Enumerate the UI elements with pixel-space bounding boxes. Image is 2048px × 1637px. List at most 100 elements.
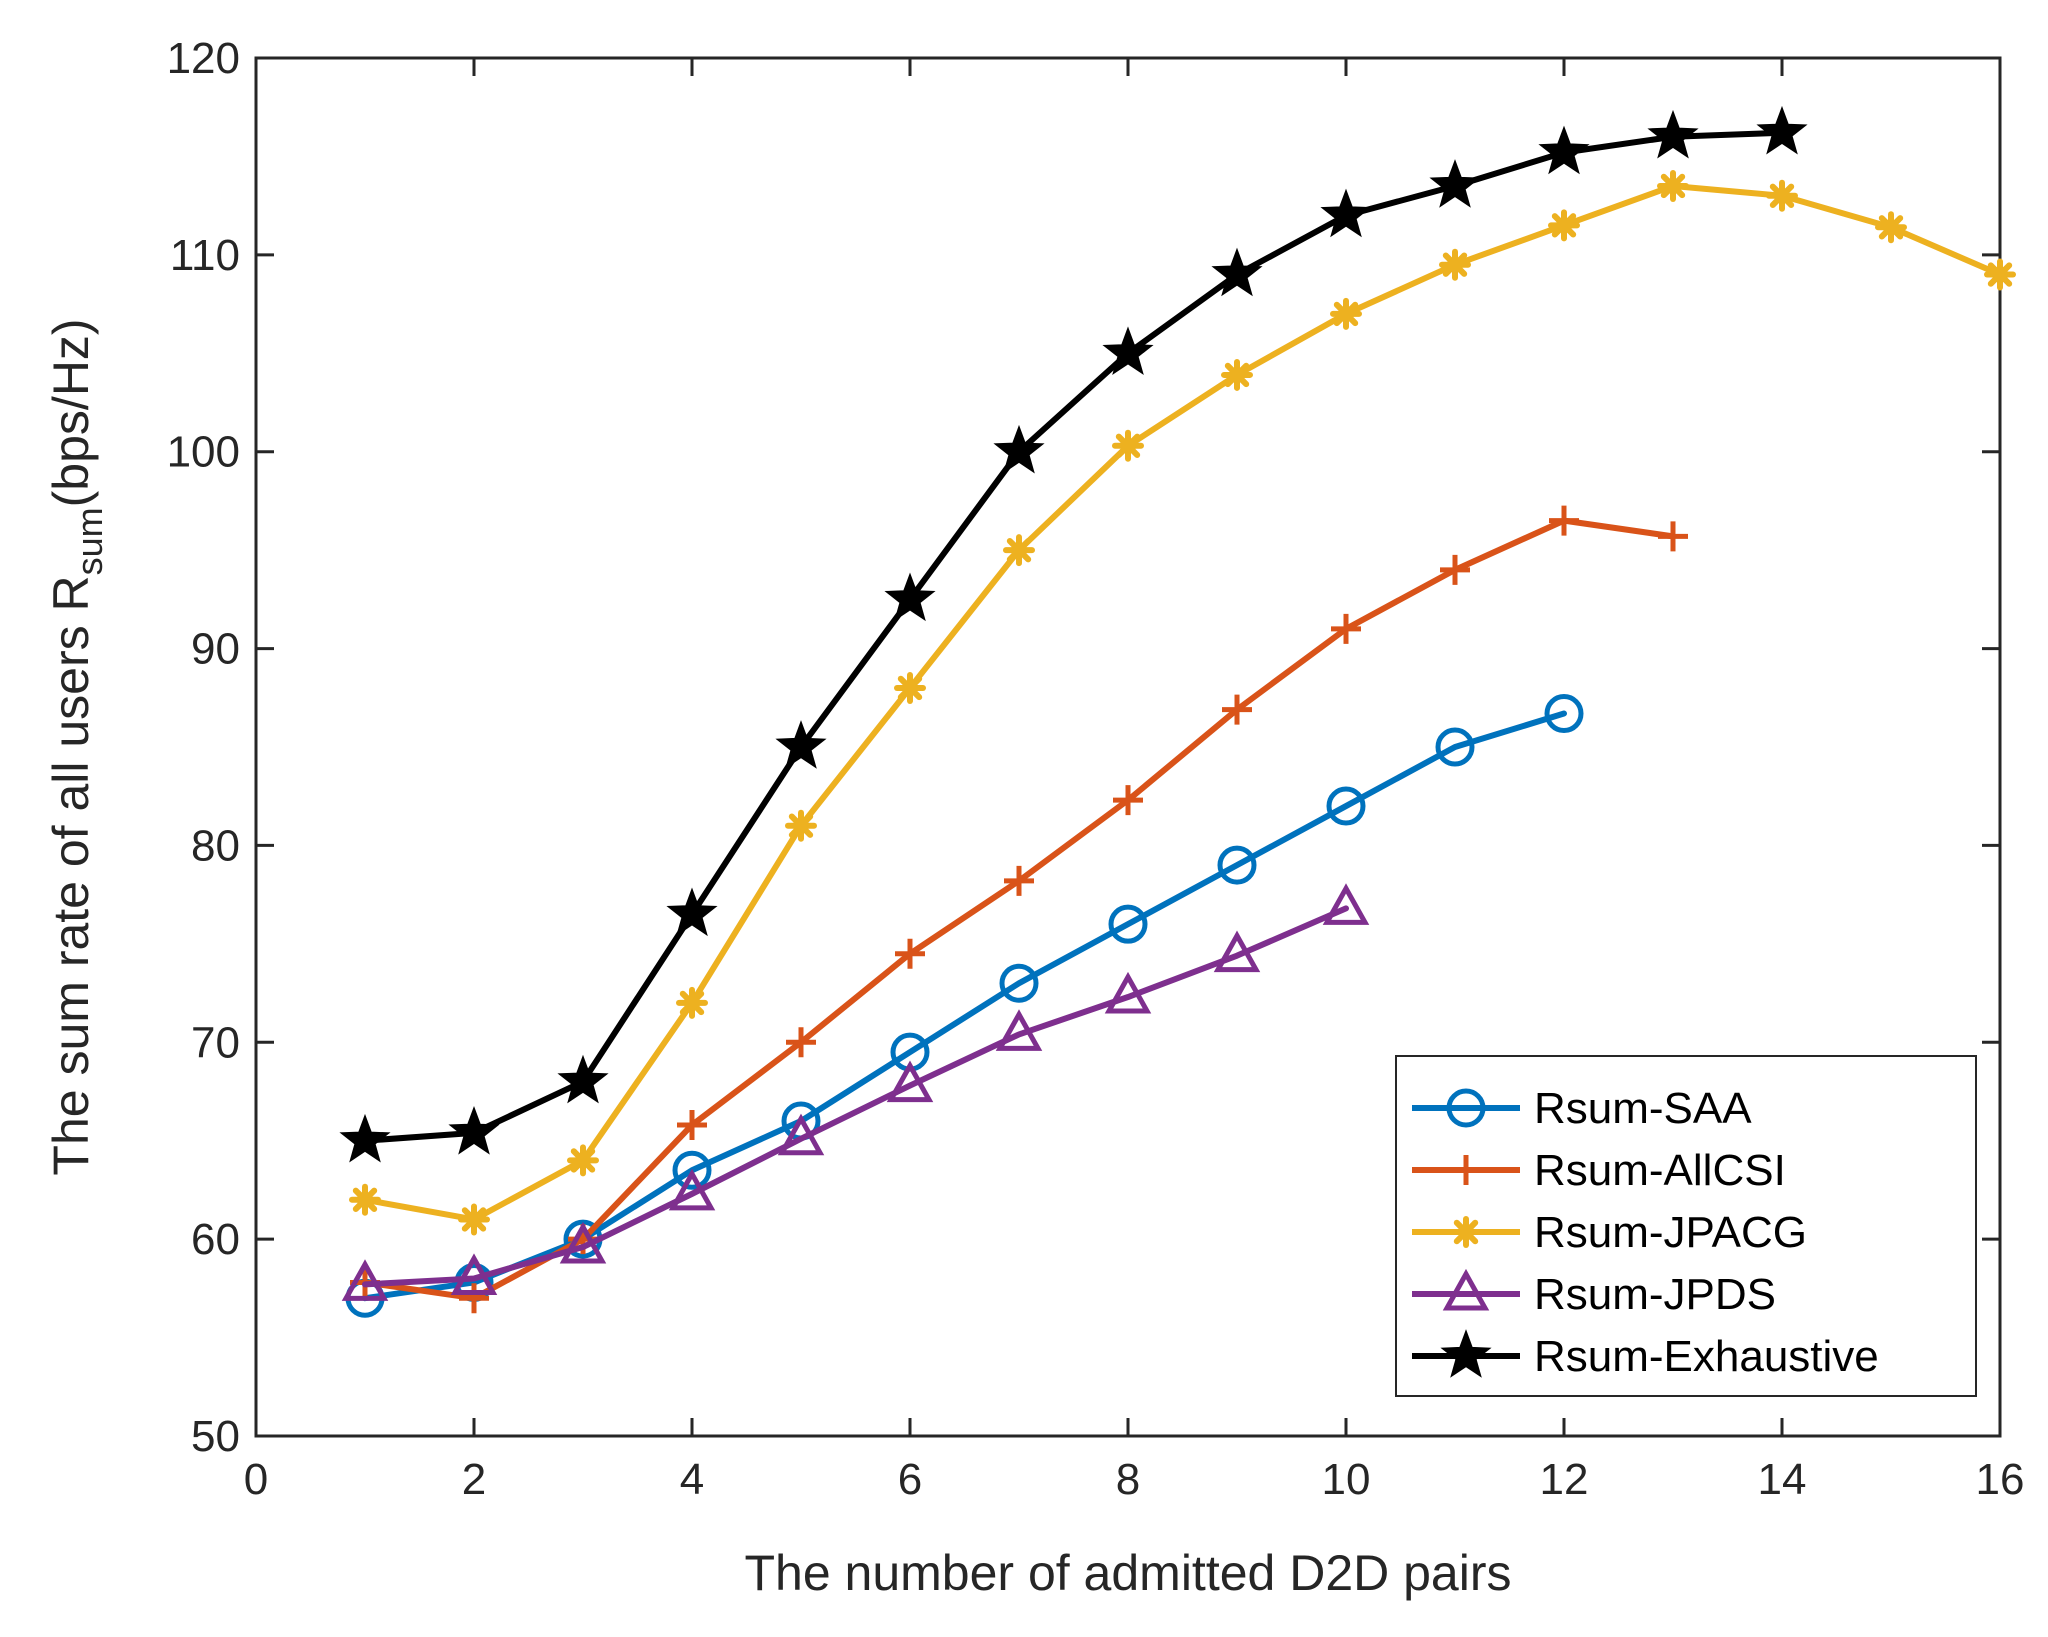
asterisk-core	[1992, 266, 2008, 283]
axes: 0 2 4 6 8 10 12 14 16 50 60 70 80 90 100 110 120	[167, 34, 2025, 1504]
asterisk-core	[1338, 305, 1354, 322]
data-point-rsum-exhaustive	[1647, 109, 1699, 159]
x-tick-label: 2	[462, 1455, 486, 1504]
y-tick-label: 50	[191, 1412, 240, 1461]
legend-label: Rsum-SAA	[1534, 1084, 1752, 1133]
data-point-rsum-jpds	[995, 1009, 1043, 1051]
data-point-rsum-allcsi	[1113, 785, 1143, 816]
x-tick-label: 14	[1758, 1455, 1807, 1504]
data-point-rsum-allcsi	[1222, 694, 1252, 725]
data-point-rsum-exhaustive	[884, 572, 936, 622]
asterisk-core	[793, 817, 809, 834]
asterisk-core	[357, 1191, 373, 1208]
series-rsum-allcsi	[350, 505, 1688, 1314]
legend-label: Rsum-AllCSI	[1534, 1146, 1786, 1195]
asterisk-core	[684, 994, 700, 1011]
asterisk-core	[1458, 1224, 1474, 1240]
x-tick-label: 12	[1540, 1455, 1589, 1504]
data-point-rsum-jpds	[777, 1113, 825, 1156]
data-point-rsum-jpacg	[785, 809, 817, 842]
legend-entry-rsum-saa: Rsum-SAA	[1412, 1084, 1752, 1133]
data-point-rsum-jpds	[450, 1253, 498, 1296]
data-point-rsum-allcsi	[1549, 505, 1579, 536]
legend-label: Rsum-Exhaustive	[1534, 1332, 1879, 1381]
data-point-rsum-allcsi	[1658, 521, 1688, 552]
data-point-rsum-allcsi	[1440, 554, 1470, 585]
asterisk-core	[902, 679, 918, 696]
data-point-rsum-jpacg	[676, 986, 708, 1019]
legend-entry-rsum-exhaustive: Rsum-Exhaustive	[1412, 1329, 1879, 1381]
series-rsum-jpds	[341, 883, 1370, 1301]
asterisk-core	[1774, 187, 1790, 204]
data-point-rsum-allcsi	[1004, 865, 1034, 896]
data-point-rsum-exhaustive	[1538, 125, 1590, 175]
y-tick-label: 60	[191, 1215, 240, 1264]
series-line-rsum-jpds	[362, 905, 1349, 1288]
series-rsum-jpacg	[349, 169, 2016, 1236]
data-point-rsum-jpacg	[1330, 297, 1362, 330]
data-point-rsum-saa	[1108, 904, 1148, 944]
y-tick-label: 80	[191, 821, 240, 870]
series-layer	[339, 105, 2016, 1318]
asterisk-core	[575, 1152, 591, 1169]
y-tick-label: 70	[191, 1018, 240, 1067]
data-point-rsum-jpds	[341, 1259, 389, 1301]
legend-swatch-marker	[1440, 1329, 1492, 1378]
data-point-rsum-saa	[1544, 694, 1584, 734]
series-rsum-exhaustive	[339, 105, 1808, 1163]
legend: Rsum-SAA Rsum-AllCSI Rsum-JPACG Rsum-JPDS Rs…	[1395, 1055, 1977, 1397]
data-point-rsum-jpacg	[894, 671, 926, 704]
x-tick-label: 10	[1322, 1455, 1371, 1504]
data-point-rsum-exhaustive	[1756, 105, 1808, 155]
data-point-rsum-allcsi	[677, 1109, 707, 1140]
asterisk-core	[1883, 219, 1899, 236]
data-point-rsum-saa	[999, 963, 1039, 1003]
x-tick-label: 16	[1976, 1455, 2025, 1504]
legend-box	[1395, 1055, 1977, 1397]
data-point-rsum-jpds	[668, 1168, 716, 1211]
data-point-rsum-jpacg	[1112, 429, 1144, 462]
data-point-rsum-exhaustive	[1320, 188, 1372, 238]
asterisk-core	[466, 1211, 482, 1228]
y-tick-label: 120	[167, 34, 240, 83]
data-point-rsum-jpds	[1213, 930, 1261, 973]
legend-swatch-marker	[1451, 1155, 1481, 1185]
asterisk-core	[1665, 177, 1681, 194]
legend-entry-rsum-jpds: Rsum-JPDS	[1412, 1268, 1776, 1319]
y-axis-label-subscript: sum	[69, 507, 110, 575]
y-tick-label: 90	[191, 625, 240, 674]
data-point-rsum-jpds	[886, 1060, 934, 1103]
x-tick-label: 8	[1116, 1455, 1140, 1504]
data-point-rsum-jpacg	[1875, 211, 1907, 244]
data-point-rsum-saa	[1217, 845, 1257, 885]
data-point-rsum-jpacg	[1657, 169, 1689, 202]
data-point-rsum-jpacg	[1439, 248, 1471, 281]
data-point-rsum-exhaustive	[339, 1113, 391, 1163]
legend-swatch-marker	[1450, 1216, 1482, 1248]
series-line-rsum-exhaustive	[362, 129, 1785, 1144]
data-point-rsum-jpacg	[349, 1183, 381, 1216]
data-point-rsum-jpds	[1322, 883, 1370, 925]
legend-entry-rsum-allcsi: Rsum-AllCSI	[1412, 1146, 1786, 1195]
data-point-rsum-saa	[1326, 786, 1366, 826]
x-tick-label: 0	[244, 1455, 268, 1504]
y-tick-label: 100	[167, 428, 240, 477]
legend-entry-rsum-jpacg: Rsum-JPACG	[1412, 1208, 1807, 1257]
data-point-rsum-allcsi	[1331, 613, 1361, 644]
data-point-rsum-jpacg	[1766, 179, 1798, 212]
data-point-rsum-jpacg	[1003, 534, 1035, 567]
data-point-rsum-exhaustive	[1211, 247, 1263, 297]
data-point-rsum-jpacg	[458, 1203, 490, 1236]
data-point-rsum-exhaustive	[993, 424, 1045, 474]
legend-label: Rsum-JPACG	[1534, 1208, 1807, 1257]
legend-swatch-marker	[1442, 1268, 1490, 1311]
data-point-rsum-jpacg	[1548, 209, 1580, 242]
data-point-rsum-saa	[672, 1150, 712, 1190]
legend-label: Rsum-JPDS	[1534, 1270, 1776, 1319]
data-point-rsum-jpds	[559, 1221, 607, 1264]
data-point-rsum-jpds	[1104, 971, 1152, 1014]
data-point-rsum-jpacg	[1221, 358, 1253, 391]
data-point-rsum-exhaustive	[1102, 326, 1154, 376]
y-axis-label-main: The sum rate of all users R	[43, 575, 99, 1175]
